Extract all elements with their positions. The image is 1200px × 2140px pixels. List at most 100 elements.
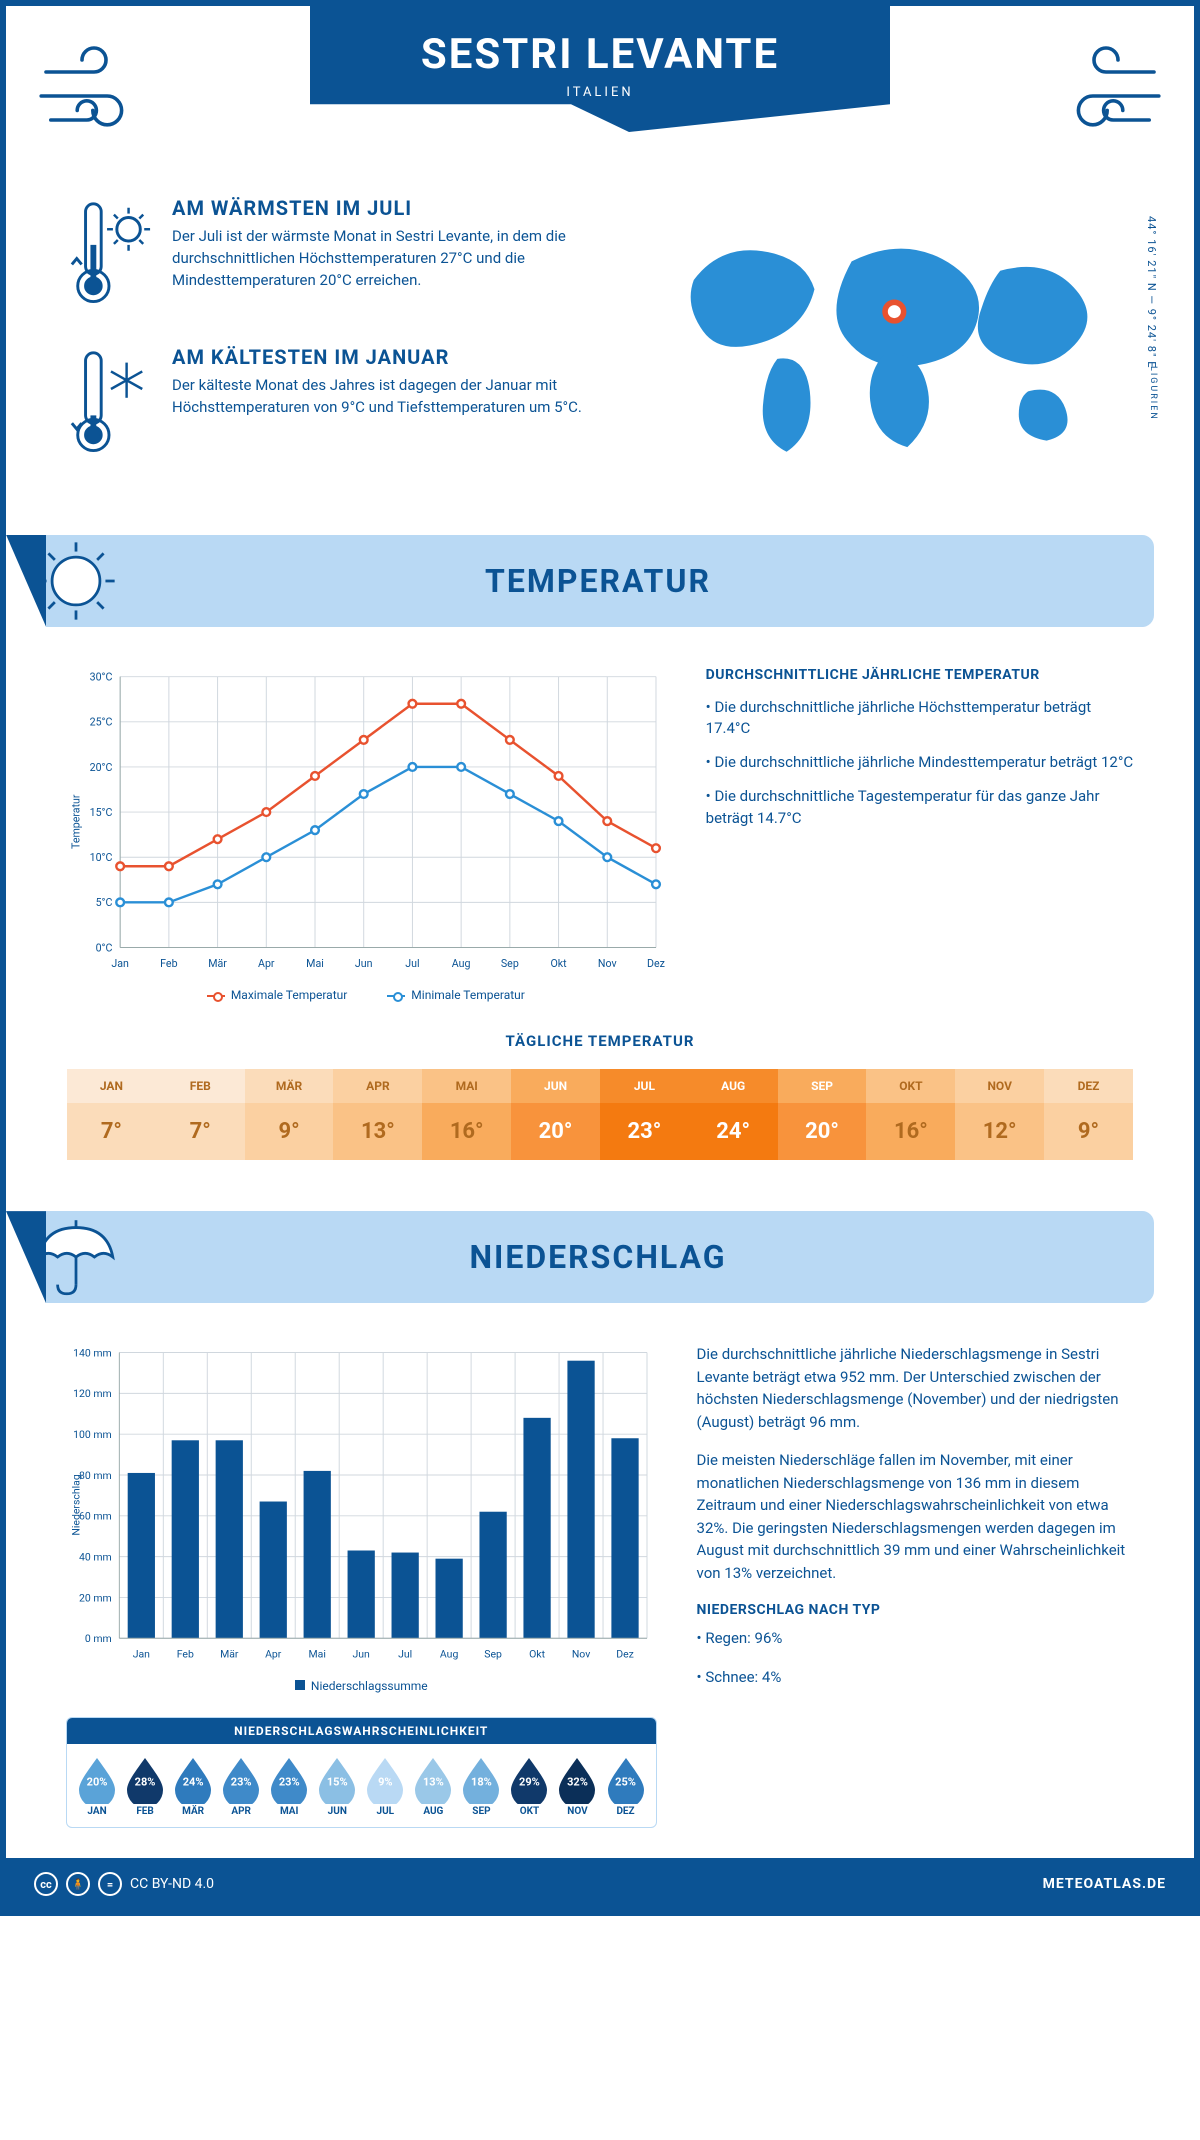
svg-text:20°C: 20°C bbox=[90, 760, 113, 773]
precip-probability-box: NIEDERSCHLAGSWAHRSCHEINLICHKEIT 20%JAN28… bbox=[66, 1717, 657, 1828]
svg-text:15°C: 15°C bbox=[90, 806, 113, 819]
temperature-summary: DURCHSCHNITTLICHE JÄHRLICHE TEMPERATUR •… bbox=[706, 667, 1134, 1003]
temp-cell: DEZ9° bbox=[1044, 1069, 1133, 1160]
svg-text:Feb: Feb bbox=[160, 956, 177, 969]
coldest-title: AM KÄLTESTEN IM JANUAR bbox=[172, 345, 604, 369]
precip-text-2: Die meisten Niederschläge fallen im Nove… bbox=[697, 1449, 1134, 1584]
coldest-text: Der kälteste Monat des Jahres ist dagege… bbox=[172, 375, 604, 419]
prob-cell: 15%JUN bbox=[313, 1756, 361, 1817]
temp-bullet-1: • Die durchschnittliche jährliche Höchst… bbox=[706, 697, 1134, 741]
temp-cell: MAI16° bbox=[422, 1069, 511, 1160]
wind-icon bbox=[1046, 30, 1166, 150]
site-credit: METEOATLAS.DE bbox=[1043, 1876, 1166, 1892]
by-icon: 🧍 bbox=[66, 1872, 90, 1896]
svg-text:Sep: Sep bbox=[484, 1647, 502, 1660]
daily-temp-title: TÄGLICHE TEMPERATUR bbox=[66, 1032, 1134, 1050]
precipitation-banner: NIEDERSCHLAG bbox=[46, 1211, 1154, 1303]
page-subtitle: ITALIEN bbox=[310, 85, 890, 100]
svg-text:Mär: Mär bbox=[208, 956, 227, 969]
title-band: SESTRI LEVANTE ITALIEN bbox=[310, 6, 890, 132]
precip-type-1: • Regen: 96% bbox=[697, 1627, 1134, 1650]
svg-text:Aug: Aug bbox=[440, 1647, 459, 1660]
region-label: LIGURIEN bbox=[1148, 366, 1158, 421]
intro-row: AM WÄRMSTEN IM JULI Der Juli ist der wär… bbox=[6, 186, 1194, 535]
warmest-title: AM WÄRMSTEN IM JULI bbox=[172, 196, 604, 220]
svg-text:Okt: Okt bbox=[529, 1647, 546, 1660]
prob-cell: 20%JAN bbox=[73, 1756, 121, 1817]
svg-text:80 mm: 80 mm bbox=[79, 1469, 112, 1482]
svg-text:100 mm: 100 mm bbox=[73, 1428, 112, 1441]
legend-max: Maximale Temperatur bbox=[207, 988, 347, 1002]
temp-cell: JAN7° bbox=[67, 1069, 156, 1160]
temp-cell: MÄR9° bbox=[245, 1069, 334, 1160]
svg-text:Nov: Nov bbox=[598, 956, 617, 969]
precip-type-2: • Schnee: 4% bbox=[697, 1666, 1134, 1689]
temp-cell: JUN20° bbox=[511, 1069, 600, 1160]
daily-temperature-table: TÄGLICHE TEMPERATUR JAN7°FEB7°MÄR9°APR13… bbox=[6, 1022, 1194, 1211]
svg-text:Sep: Sep bbox=[501, 956, 519, 969]
temp-cell: NOV12° bbox=[955, 1069, 1044, 1160]
prob-cell: 29%OKT bbox=[505, 1756, 553, 1817]
svg-text:Jul: Jul bbox=[398, 1647, 412, 1660]
svg-text:Apr: Apr bbox=[265, 1647, 282, 1660]
precip-prob-title: NIEDERSCHLAGSWAHRSCHEINLICHKEIT bbox=[67, 1718, 656, 1744]
svg-text:140 mm: 140 mm bbox=[73, 1346, 112, 1359]
prob-cell: 23%APR bbox=[217, 1756, 265, 1817]
svg-text:Temperatur: Temperatur bbox=[70, 794, 83, 849]
thermometer-snow-icon bbox=[66, 345, 154, 466]
coordinates: 44° 16' 21" N — 9° 24' 8" E bbox=[1145, 216, 1158, 368]
prob-cell: 18%SEP bbox=[457, 1756, 505, 1817]
precip-legend: Niederschlagssumme bbox=[66, 1679, 657, 1693]
svg-text:25°C: 25°C bbox=[90, 715, 113, 728]
temp-cell: AUG24° bbox=[689, 1069, 778, 1160]
svg-text:10°C: 10°C bbox=[90, 851, 113, 864]
temperature-line-chart: 0°C 5°C 10°C 15°C 20°C 25°C 30°C Jan Feb Mär Apr Ma… bbox=[66, 667, 666, 1003]
svg-text:5°C: 5°C bbox=[96, 896, 113, 909]
temp-cell: JUL23° bbox=[600, 1069, 689, 1160]
svg-text:Aug: Aug bbox=[452, 956, 471, 969]
prob-cell: 32%NOV bbox=[553, 1756, 601, 1817]
svg-text:Jan: Jan bbox=[111, 956, 129, 969]
svg-text:120 mm: 120 mm bbox=[73, 1387, 112, 1400]
svg-text:Jan: Jan bbox=[133, 1647, 150, 1660]
svg-text:Mai: Mai bbox=[309, 1647, 326, 1660]
temp-bullet-2: • Die durchschnittliche jährliche Mindes… bbox=[706, 752, 1134, 774]
license-text: CC BY-ND 4.0 bbox=[130, 1876, 214, 1892]
prob-cell: 23%MAI bbox=[265, 1756, 313, 1817]
coldest-fact: AM KÄLTESTEN IM JANUAR Der kälteste Mona… bbox=[66, 345, 604, 466]
nd-icon: = bbox=[98, 1872, 122, 1896]
precipitation-summary: Die durchschnittliche jährliche Niedersc… bbox=[697, 1343, 1134, 1828]
svg-text:Mai: Mai bbox=[306, 956, 324, 969]
svg-text:Apr: Apr bbox=[258, 956, 275, 969]
svg-text:0°C: 0°C bbox=[96, 941, 113, 954]
precip-text-1: Die durchschnittliche jährliche Niedersc… bbox=[697, 1343, 1134, 1433]
svg-text:Jun: Jun bbox=[353, 1647, 371, 1660]
legend-min: Minimale Temperatur bbox=[387, 988, 525, 1002]
svg-text:Jul: Jul bbox=[405, 956, 419, 969]
prob-cell: 28%FEB bbox=[121, 1756, 169, 1817]
temp-summary-title: DURCHSCHNITTLICHE JÄHRLICHE TEMPERATUR bbox=[706, 667, 1134, 683]
svg-text:60 mm: 60 mm bbox=[79, 1510, 112, 1523]
svg-text:30°C: 30°C bbox=[90, 670, 113, 683]
temperature-banner: TEMPERATUR bbox=[46, 535, 1154, 627]
license: cc 🧍 = CC BY-ND 4.0 bbox=[34, 1872, 214, 1896]
svg-text:Dez: Dez bbox=[616, 1647, 634, 1660]
svg-text:Feb: Feb bbox=[177, 1647, 194, 1660]
svg-text:20 mm: 20 mm bbox=[79, 1591, 112, 1604]
temp-cell: APR13° bbox=[333, 1069, 422, 1160]
precipitation-bar-chart: 0 mm20 mm40 mm60 mm80 mm100 mm120 mm140 … bbox=[66, 1343, 657, 1693]
svg-text:0 mm: 0 mm bbox=[85, 1632, 112, 1645]
svg-text:Nov: Nov bbox=[572, 1647, 590, 1660]
page-title: SESTRI LEVANTE bbox=[310, 30, 890, 79]
temp-bullet-3: • Die durchschnittliche Tagestemperatur … bbox=[706, 786, 1134, 830]
warmest-fact: AM WÄRMSTEN IM JULI Der Juli ist der wär… bbox=[66, 196, 604, 317]
header: SESTRI LEVANTE ITALIEN bbox=[6, 6, 1194, 186]
svg-text:Jun: Jun bbox=[355, 956, 373, 969]
precip-type-title: NIEDERSCHLAG NACH TYP bbox=[697, 1600, 1134, 1621]
svg-text:Dez: Dez bbox=[647, 956, 665, 969]
wind-icon bbox=[34, 30, 154, 150]
svg-text:Niederschlag: Niederschlag bbox=[69, 1474, 82, 1535]
thermometer-sun-icon bbox=[66, 196, 154, 317]
svg-text:Okt: Okt bbox=[550, 956, 567, 969]
prob-cell: 13%AUG bbox=[409, 1756, 457, 1817]
